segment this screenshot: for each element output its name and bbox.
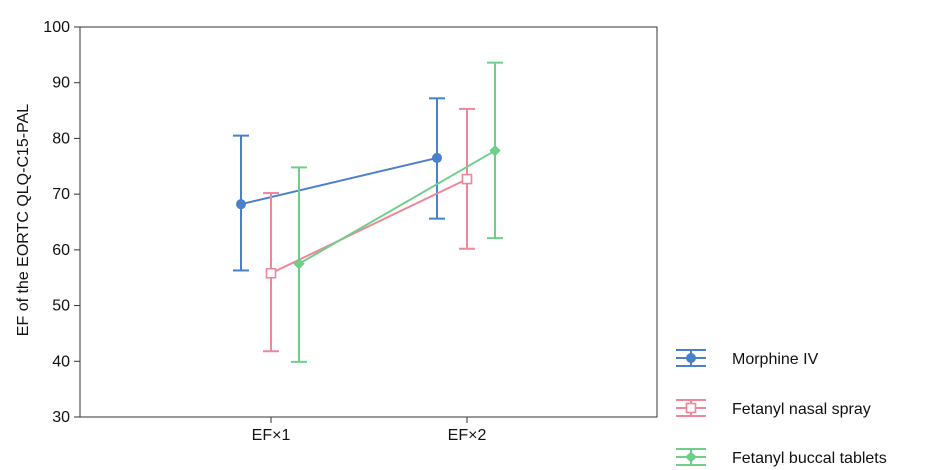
data-point-1-2 — [432, 152, 442, 163]
series-line-3 — [298, 149, 496, 265]
y-axis-title: EF of the EORTC QLQ-C15-PAL — [15, 104, 32, 336]
series-1 — [233, 97, 445, 272]
legend-marker-1 — [686, 353, 696, 363]
x-tick-label-1: EF×1 — [252, 427, 291, 444]
series-line-1 — [240, 156, 438, 206]
x-tick-label-2: EF×2 — [448, 427, 487, 444]
y-tick-label-50: 50 — [52, 298, 70, 315]
legend-label-2: Fetanyl nasal spray — [732, 401, 871, 418]
data-point-2-2 — [461, 173, 473, 185]
y-axis: 30 40 50 60 70 80 90 100 — [43, 19, 468, 426]
data-point-1-1 — [236, 199, 246, 210]
y-tick-label-80: 80 — [52, 130, 70, 147]
data-point-3-1 — [293, 258, 305, 270]
legend-label-3: Fetanyl buccal tablets — [732, 450, 887, 467]
data-point-2-1 — [265, 267, 277, 279]
series-2 — [263, 107, 475, 353]
series-line-2 — [270, 178, 468, 275]
legend-marker-3 — [685, 451, 697, 463]
legend-marker-2 — [685, 402, 697, 414]
y-tick-label-100: 100 — [43, 19, 70, 36]
y-tick-label-30: 30 — [52, 409, 70, 426]
y-tick-label-40: 40 — [52, 353, 70, 370]
y-tick-label-90: 90 — [52, 75, 70, 92]
plot-area — [79, 26, 658, 418]
y-tick-label-60: 60 — [52, 242, 70, 259]
legend-label-1: Morphine IV — [732, 351, 819, 368]
series-3 — [291, 61, 503, 363]
data-point-3-2 — [489, 144, 501, 157]
y-tick-label-70: 70 — [52, 186, 70, 203]
series-layer — [233, 61, 503, 363]
legend: Morphine IV Fetanyl nasal spray Fetanyl bu… — [676, 349, 887, 467]
